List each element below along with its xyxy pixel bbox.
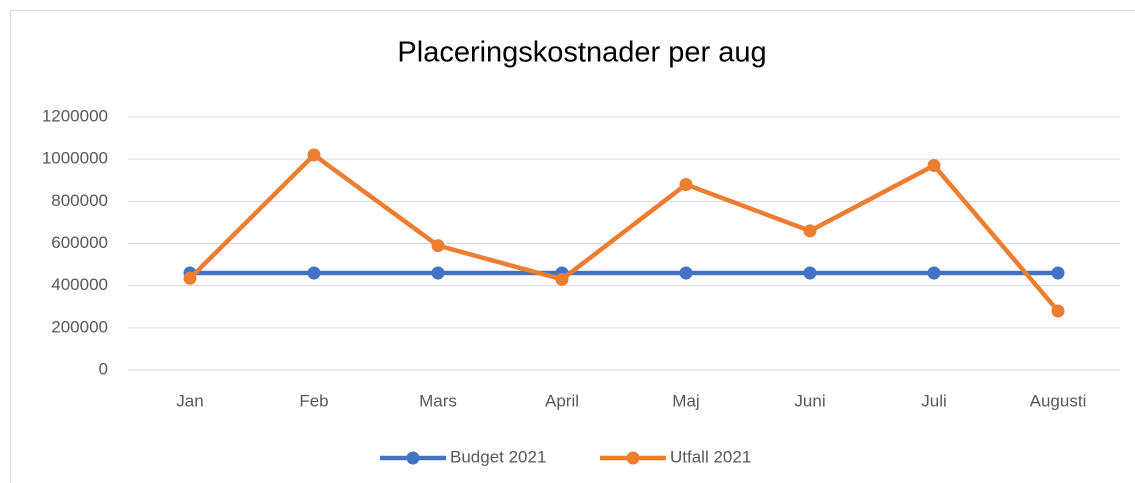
- series-line: [188, 152, 1060, 313]
- y-tick-label: 800000: [51, 191, 108, 210]
- data-point: [431, 239, 445, 253]
- data-point: [927, 266, 941, 280]
- data-point: [1051, 304, 1065, 318]
- chart-border: [10, 10, 1135, 483]
- legend-label: Budget 2021: [450, 447, 546, 466]
- data-point: [679, 266, 693, 280]
- data-point: [803, 224, 817, 238]
- x-tick-label: Mars: [419, 391, 457, 410]
- data-point: [927, 158, 941, 172]
- x-tick-label: Feb: [299, 391, 328, 410]
- y-tick-label: 1000000: [42, 149, 108, 168]
- data-point: [307, 266, 321, 280]
- x-tick-label: Jan: [176, 391, 203, 410]
- chart-title: Placeringskostnader per aug: [397, 37, 766, 69]
- x-tick-label: April: [545, 391, 579, 410]
- legend-label: Utfall 2021: [670, 447, 751, 466]
- y-tick-label: 1200000: [42, 106, 108, 125]
- x-tick-label: Juli: [921, 391, 947, 410]
- legend-marker: [406, 451, 420, 465]
- x-tick-label: Juni: [794, 391, 825, 410]
- data-point: [307, 148, 321, 162]
- data-point: [803, 266, 817, 280]
- data-point: [431, 266, 445, 280]
- data-point: [183, 271, 197, 285]
- x-tick-label: Maj: [672, 391, 699, 410]
- legend-marker: [626, 451, 640, 465]
- data-point: [555, 272, 569, 286]
- data-point: [679, 177, 693, 191]
- y-tick-label: 200000: [51, 317, 108, 336]
- y-tick-label: 600000: [51, 233, 108, 252]
- x-tick-label: Augusti: [1030, 391, 1087, 410]
- y-tick-label: 400000: [51, 275, 108, 294]
- data-point: [1051, 266, 1065, 280]
- y-tick-label: 0: [99, 359, 108, 378]
